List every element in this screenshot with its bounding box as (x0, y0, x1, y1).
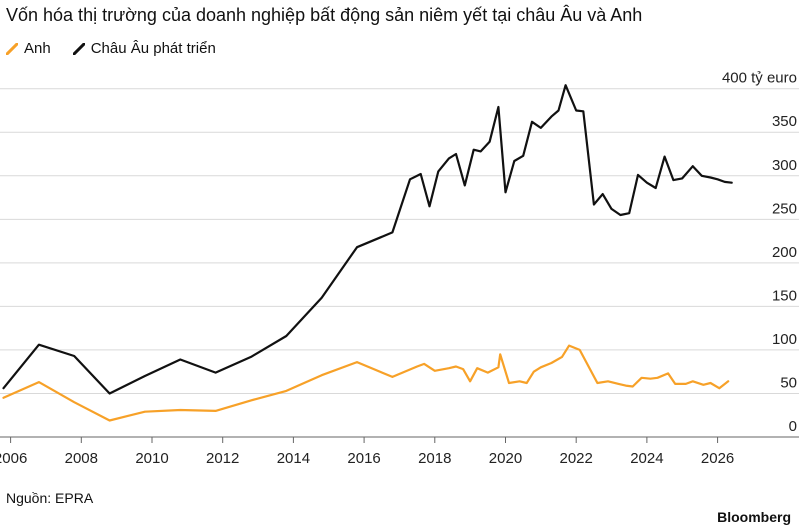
chart-title: Vốn hóa thị trường của doanh nghiệp bất … (6, 5, 643, 25)
legend-item-europe: Châu Âu phát triển (72, 40, 216, 57)
x-tick-label: 2020 (489, 450, 522, 467)
legend-item-anh: Anh (6, 40, 51, 57)
series-line-europe (2, 84, 733, 395)
x-tick-label: 2012 (206, 450, 239, 467)
x-tick-label: 2006 (0, 450, 27, 467)
source-note: Nguồn: EPRA (6, 490, 94, 506)
x-tick-label: 2016 (347, 450, 380, 467)
legend-swatch-europe-icon (72, 42, 85, 55)
y-tick-label: 50 (780, 374, 797, 391)
x-tick-label: 2024 (630, 450, 663, 467)
y-tick-label: 400 tỷ euro (722, 70, 797, 87)
legend: Anh Châu Âu phát triển (6, 40, 216, 57)
y-tick-label: 0 (789, 418, 797, 435)
legend-label-anh: Anh (24, 40, 51, 57)
x-tick-label: 2014 (277, 450, 310, 467)
x-tick-label: 2008 (65, 450, 98, 467)
y-tick-label: 350 (772, 113, 797, 130)
y-tick-label: 100 (772, 331, 797, 348)
brand-logo: Bloomberg (717, 509, 791, 525)
x-tick-label: 2022 (559, 450, 592, 467)
x-tick-label: 2010 (135, 450, 168, 467)
y-tick-label: 150 (772, 287, 797, 304)
x-tick-label: 2018 (418, 450, 451, 467)
y-tick-label: 200 (772, 244, 797, 261)
y-tick-label: 250 (772, 200, 797, 217)
legend-swatch-anh-icon (6, 42, 18, 55)
legend-label-europe: Châu Âu phát triển (90, 40, 216, 57)
y-tick-label: 300 (772, 157, 797, 174)
x-tick-label: 2026 (701, 450, 734, 467)
series-line-anh (2, 344, 730, 422)
